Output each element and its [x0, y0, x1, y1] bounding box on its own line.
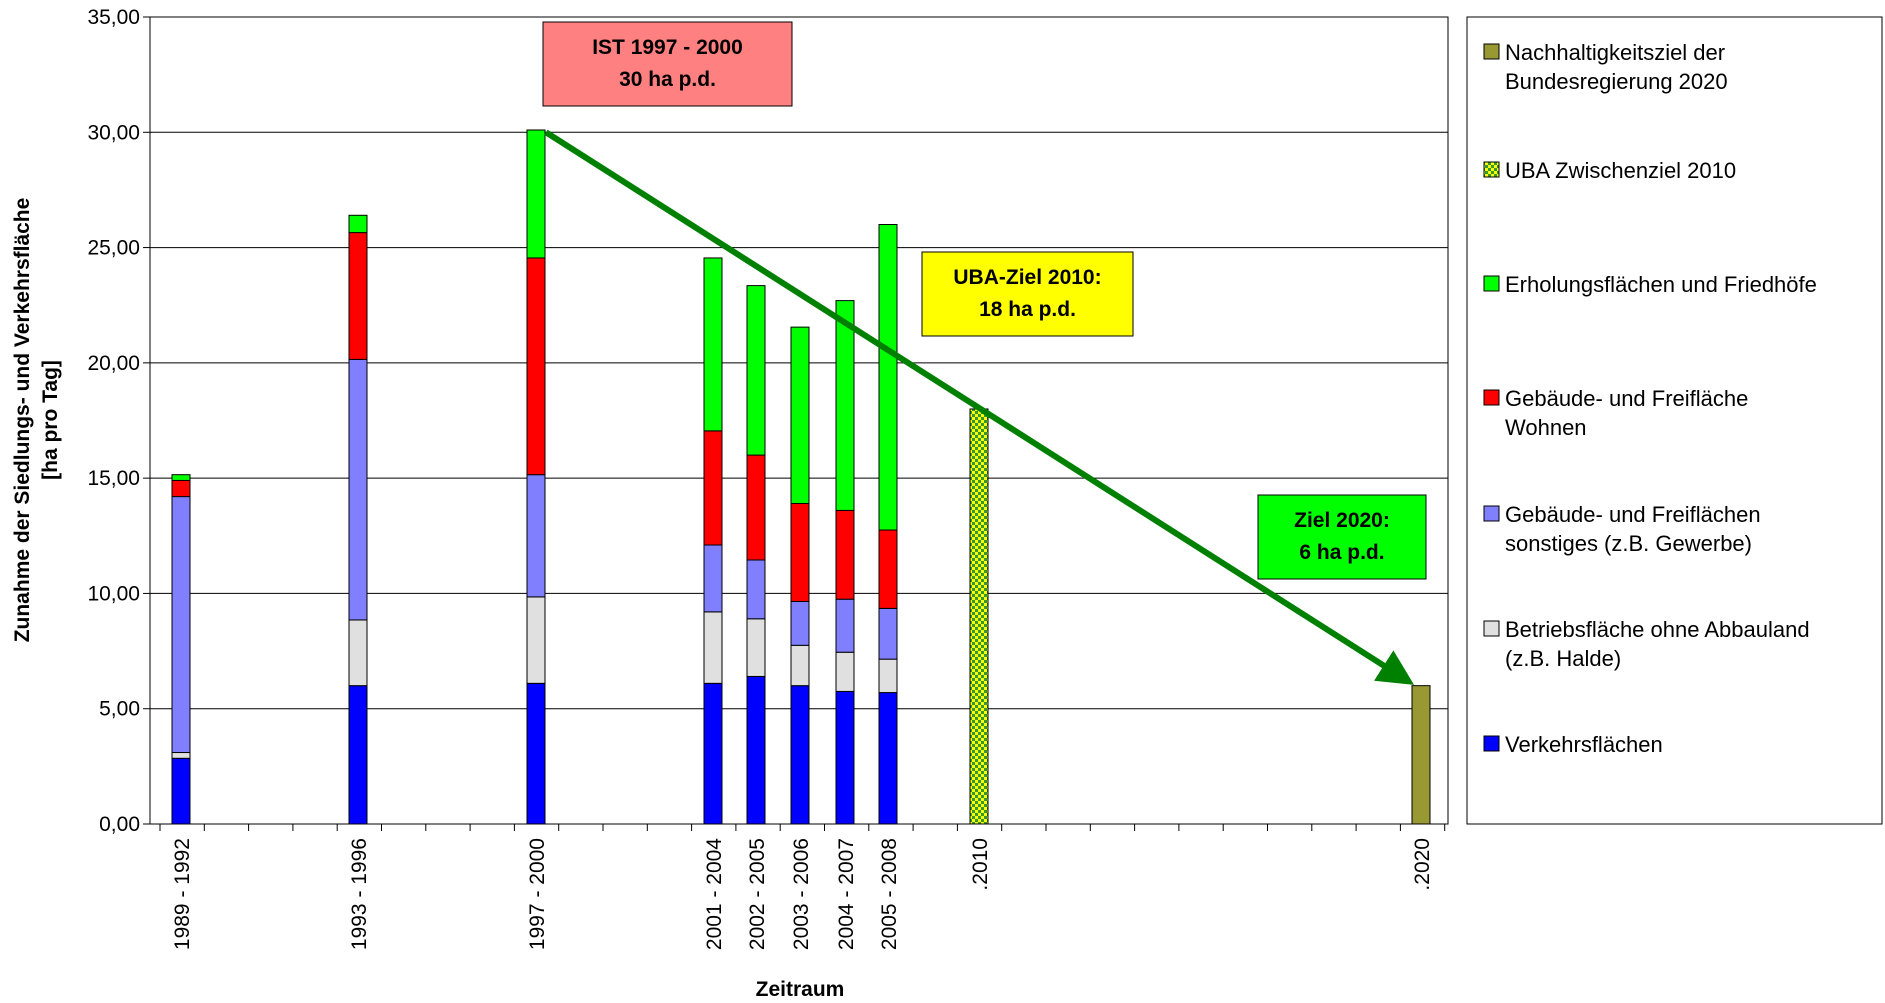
bar-segment: [1411, 685, 1431, 825]
legend-swatch: [1483, 275, 1500, 292]
bar-segment: [790, 326, 810, 505]
bar-segment: [703, 257, 723, 432]
bar-segment: [526, 682, 546, 825]
bar-segment: [526, 596, 546, 684]
legend-swatch: [1483, 43, 1500, 60]
bar-segment: [790, 685, 810, 825]
bar-segment: [171, 752, 191, 759]
y-tick-label: 30,00: [87, 121, 140, 144]
bar-segment: [746, 618, 766, 677]
bar-segment: [835, 651, 855, 692]
x-tick-label: 2001 - 2004: [703, 838, 726, 950]
x-tick-label: 1997 - 2000: [526, 838, 549, 950]
y-tick-label: 25,00: [87, 237, 140, 260]
legend-swatch: [1483, 735, 1500, 752]
annotation-box: [542, 21, 793, 107]
bar-segment: [703, 611, 723, 684]
bar-segment: [878, 224, 898, 531]
y-axis-title-line-1: Zunahme der Siedlungs- und Verkehrsfläch…: [11, 198, 34, 643]
bar-segment: [746, 675, 766, 825]
y-axis-ticks: 0,00 5,00 10,00 15,00 20,00 25,00 30,00 35,00: [87, 6, 150, 836]
bar-segment: [171, 757, 191, 825]
bar-segment: [746, 454, 766, 561]
legend-label: (z.B. Halde): [1505, 646, 1621, 671]
bar-segment: [703, 682, 723, 825]
bar-segment: [703, 430, 723, 546]
bar-segment: [526, 129, 546, 259]
annotations: IST 1997 - 2000 30 ha p.d. UBA-Ziel 2010: 1…: [542, 21, 1427, 580]
bar-segment: [878, 607, 898, 660]
y-axis-title-line-2: [ha pro Tag]: [39, 360, 62, 480]
bar-segment: [526, 257, 546, 476]
bar-segment: [171, 496, 191, 754]
legend-label: Betriebsfläche ohne Abbauland: [1505, 617, 1810, 642]
bar-segment: [703, 544, 723, 613]
bar-segment: [348, 232, 368, 360]
bar-segment: [878, 692, 898, 825]
legend-label: sonstiges (z.B. Gewerbe): [1505, 531, 1752, 556]
x-axis-title: Zeitraum: [756, 978, 845, 1001]
bar-segment: [790, 503, 810, 602]
bars: [171, 129, 1431, 825]
legend-label: Verkehrsflächen: [1505, 732, 1663, 757]
x-tick-label: 2005 - 2008: [878, 838, 901, 950]
bar-segment: [790, 644, 810, 687]
legend-label: Nachhaltigkeitsziel der: [1505, 40, 1725, 65]
annotation-text: 18 ha p.d.: [979, 298, 1076, 321]
legend-label: UBA Zwischenziel 2010: [1505, 158, 1736, 183]
legend-swatch: [1483, 389, 1500, 406]
bar-segment: [790, 600, 810, 646]
annotation-box: [921, 251, 1134, 337]
y-tick-label: 10,00: [87, 582, 140, 605]
legend-box: [1466, 16, 1883, 825]
x-tick-label: .2010: [969, 838, 992, 891]
bar-segment: [746, 559, 766, 620]
bar-segment: [171, 479, 191, 498]
annotation-text: UBA-Ziel 2010:: [953, 266, 1101, 289]
bar-segment: [969, 408, 989, 825]
y-tick-label: 15,00: [87, 467, 140, 490]
legend-label: Erholungsflächen und Friedhöfe: [1505, 272, 1817, 297]
x-tick-label: 2004 - 2007: [835, 838, 858, 950]
legend-label: Gebäude- und Freifläche: [1505, 386, 1748, 411]
x-tick-label: 1989 - 1992: [171, 838, 194, 950]
bar-segment: [878, 658, 898, 694]
bar-segment: [746, 285, 766, 456]
legend-label: Bundesregierung 2020: [1505, 69, 1728, 94]
bar-segment: [835, 300, 855, 511]
annotation-box: [1257, 494, 1427, 580]
legend-swatch: [1483, 620, 1500, 637]
annotation-text: 6 ha p.d.: [1299, 541, 1384, 564]
bar-segment: [348, 214, 368, 234]
x-tick-label: 2002 - 2005: [746, 838, 769, 950]
trend-arrow: [544, 129, 1415, 685]
bar-segment: [835, 598, 855, 653]
x-axis-ticks: 1989 - 1992 1993 - 1996 1997 - 2000 2001 - …: [159, 824, 1446, 950]
legend-swatch: [1483, 505, 1500, 522]
annotation-text: 30 ha p.d.: [619, 68, 716, 91]
legend: Nachhaltigkeitsziel der Bundesregierung 2…: [1483, 40, 1817, 757]
annotation-text: Ziel 2020:: [1294, 509, 1390, 532]
x-tick-label: .2020: [1411, 838, 1434, 891]
bar-segment: [171, 474, 191, 481]
bar-segment: [878, 529, 898, 609]
bar-segment: [526, 474, 546, 598]
bar-segment: [835, 509, 855, 600]
bar-segment: [348, 358, 368, 621]
annotation-text: IST 1997 - 2000: [592, 36, 743, 59]
bar-segment: [348, 685, 368, 825]
legend-swatch: [1483, 161, 1500, 178]
bar-segment: [835, 690, 855, 825]
bar-segment: [348, 619, 368, 687]
y-tick-label: 20,00: [87, 352, 140, 375]
y-tick-label: 0,00: [99, 813, 140, 836]
x-tick-label: 2003 - 2006: [790, 838, 813, 950]
x-tick-label: 1993 - 1996: [348, 838, 371, 950]
y-tick-label: 35,00: [87, 6, 140, 29]
legend-label: Wohnen: [1505, 415, 1587, 440]
legend-label: Gebäude- und Freiflächen: [1505, 502, 1761, 527]
y-tick-label: 5,00: [99, 698, 140, 721]
